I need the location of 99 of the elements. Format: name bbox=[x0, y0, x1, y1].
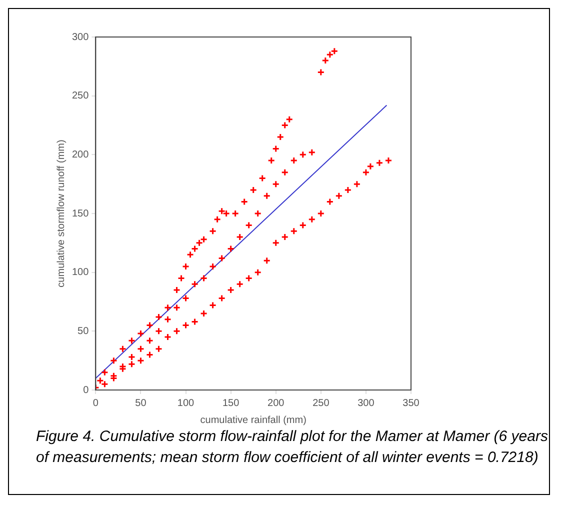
point bbox=[209, 227, 217, 235]
point bbox=[286, 116, 294, 124]
point bbox=[245, 222, 253, 230]
point bbox=[326, 50, 334, 58]
point bbox=[200, 236, 208, 244]
point bbox=[299, 222, 307, 230]
point bbox=[245, 274, 253, 282]
point bbox=[110, 356, 118, 364]
point bbox=[362, 168, 370, 176]
point bbox=[290, 156, 298, 164]
point bbox=[164, 316, 172, 324]
point bbox=[146, 350, 154, 358]
point bbox=[227, 286, 235, 294]
x-tick-label: 100 bbox=[177, 398, 195, 409]
point bbox=[254, 268, 262, 276]
point bbox=[263, 256, 271, 264]
x-tick-label: 250 bbox=[312, 398, 330, 409]
point bbox=[250, 186, 258, 194]
point bbox=[281, 168, 289, 176]
point bbox=[218, 294, 226, 302]
point bbox=[191, 280, 199, 288]
point bbox=[155, 327, 162, 335]
point bbox=[299, 150, 307, 158]
y-tick-label: 0 bbox=[83, 384, 90, 396]
point bbox=[128, 353, 136, 361]
point bbox=[227, 245, 235, 253]
point bbox=[308, 148, 316, 156]
point bbox=[335, 192, 343, 200]
point bbox=[182, 322, 190, 330]
point bbox=[100, 368, 108, 376]
point bbox=[376, 159, 384, 167]
point bbox=[317, 210, 325, 218]
point bbox=[164, 333, 172, 341]
point bbox=[308, 216, 316, 224]
point bbox=[353, 180, 361, 188]
point bbox=[200, 310, 208, 318]
point bbox=[173, 327, 181, 335]
point bbox=[240, 198, 248, 206]
y-tick-label: 250 bbox=[72, 90, 90, 102]
point bbox=[258, 174, 266, 182]
point bbox=[173, 304, 181, 312]
point bbox=[272, 239, 280, 247]
point bbox=[146, 322, 154, 330]
y-tick-label: 300 bbox=[72, 32, 90, 43]
point bbox=[118, 345, 126, 353]
point bbox=[182, 262, 190, 270]
point bbox=[191, 245, 199, 253]
point bbox=[254, 210, 262, 218]
point bbox=[317, 68, 325, 76]
point bbox=[136, 356, 144, 364]
point bbox=[281, 122, 289, 129]
point bbox=[272, 180, 280, 188]
point bbox=[155, 313, 162, 321]
point bbox=[128, 360, 136, 368]
point bbox=[263, 192, 271, 200]
point bbox=[128, 336, 136, 344]
x-tick-label: 200 bbox=[268, 398, 285, 409]
point bbox=[136, 330, 144, 338]
y-tick-label: 200 bbox=[72, 149, 90, 160]
x-tick-label: 350 bbox=[402, 398, 420, 409]
point bbox=[366, 162, 374, 170]
point bbox=[136, 345, 144, 353]
point bbox=[200, 274, 208, 282]
point bbox=[272, 145, 280, 153]
point bbox=[232, 210, 240, 218]
y-tick-label: 100 bbox=[72, 267, 90, 278]
point bbox=[276, 133, 284, 141]
caption: Figure 4. Cumulative storm flow-rainfall plot for the Mamer at Mamer (6 years of measurements; mean storm flow coefficient of all winter events = 0.7218) bbox=[36, 427, 548, 468]
point bbox=[182, 294, 190, 302]
x-tick-label: 300 bbox=[358, 398, 375, 409]
point bbox=[322, 56, 330, 64]
y-tick-label: 150 bbox=[72, 208, 90, 220]
point bbox=[191, 318, 199, 326]
point bbox=[326, 198, 334, 206]
point bbox=[330, 47, 338, 55]
point bbox=[196, 239, 204, 247]
point bbox=[209, 262, 217, 270]
point bbox=[218, 254, 226, 262]
point bbox=[236, 233, 244, 241]
point bbox=[290, 227, 298, 235]
point bbox=[384, 156, 392, 164]
x-tick-label: 0 bbox=[92, 398, 99, 409]
point bbox=[268, 156, 276, 164]
point bbox=[209, 302, 217, 310]
point bbox=[178, 274, 186, 282]
point bbox=[173, 286, 181, 294]
point bbox=[214, 216, 222, 224]
point bbox=[344, 186, 352, 194]
x-axis-title: cumulative rainfall (mm) bbox=[200, 414, 306, 426]
point bbox=[281, 233, 289, 241]
point bbox=[164, 304, 172, 312]
y-axis-title: cumulative stormflow runoff (mm) bbox=[56, 140, 67, 288]
point bbox=[186, 250, 194, 258]
x-tick-label: 150 bbox=[222, 398, 240, 409]
y-tick-label: 50 bbox=[78, 326, 90, 337]
point bbox=[236, 280, 244, 288]
x-tick-label: 50 bbox=[135, 398, 147, 409]
point bbox=[155, 345, 162, 353]
point bbox=[146, 336, 154, 344]
